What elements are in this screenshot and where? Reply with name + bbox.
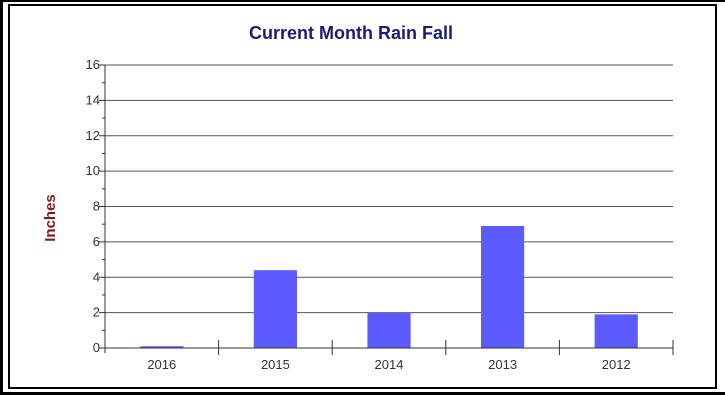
axes [99,64,674,355]
y-tick-label: 16 [86,57,100,72]
grid-lines [105,64,673,349]
x-tick-label: 2016 [147,357,176,372]
chart-title: Current Month Rain Fall [249,23,453,43]
bars [140,225,638,348]
y-tick-label: 10 [86,163,100,178]
chart-panel: Current Month Rain Fall Inches 0 2 4 6 8 10 12… [8,4,717,389]
x-tick-label: 2013 [488,357,517,372]
rainfall-chart: Current Month Rain Fall Inches 0 2 4 6 8 10 12… [42,23,674,372]
x-tick-label: 2014 [375,357,404,372]
y-axis-label: Inches [42,194,59,242]
y-tick-label: 2 [93,305,100,320]
bar-2014 [367,312,411,348]
y-tick-label: 0 [93,340,100,355]
y-tick-label: 8 [93,199,100,214]
bar-2015 [253,270,297,348]
x-tick-label: 2012 [602,357,631,372]
y-tick-label: 6 [93,234,100,249]
y-tick-label: 4 [93,269,100,284]
bar-2016 [140,346,184,348]
x-tick-label: 2015 [261,357,290,372]
bar-2013 [481,225,525,348]
y-tick-label: 12 [86,128,100,143]
y-tick-labels: 0 2 4 6 8 10 12 14 16 [86,57,100,355]
x-tick-labels: 2016 2015 2014 2013 2012 [147,357,630,372]
bar-2012 [594,314,638,348]
y-tick-label: 14 [86,92,100,107]
